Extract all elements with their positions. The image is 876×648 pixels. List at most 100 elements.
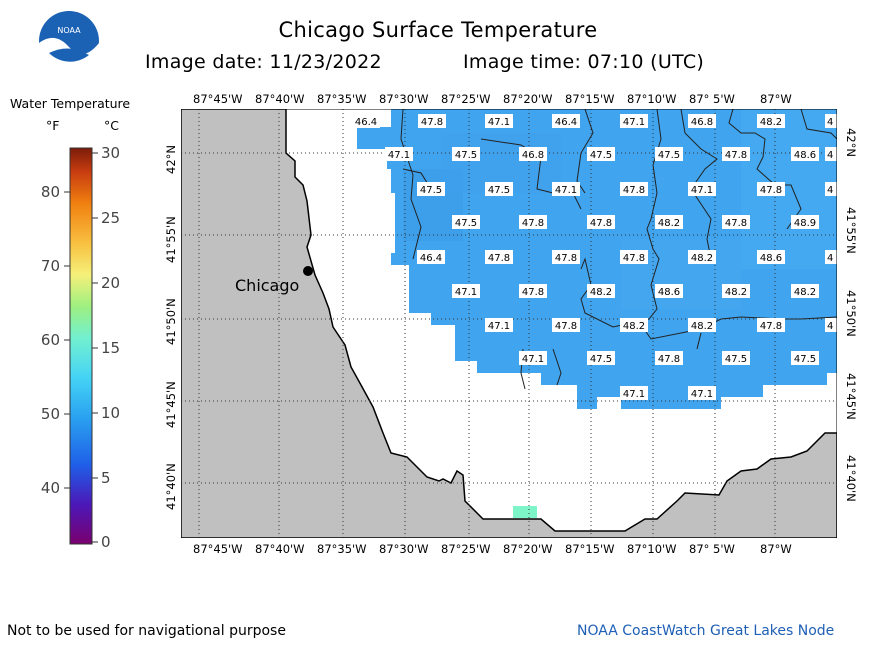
temp-value: 47.1 — [623, 389, 645, 400]
temp-value: 48.2 — [725, 287, 747, 298]
x-axis-label: 87°30'W — [379, 542, 429, 556]
y-axis-label: 42°N — [164, 145, 178, 174]
temp-value: 47.8 — [522, 218, 544, 229]
x-axis-label: 87°15'W — [565, 92, 615, 106]
y-axis-label: 41°40'N — [164, 463, 178, 510]
x-axis-label: 87°40'W — [255, 542, 305, 556]
x-axis-label: 87°25'W — [441, 92, 491, 106]
temp-value: 47.8 — [725, 218, 747, 229]
noaa-coastwatch-link[interactable]: NOAA CoastWatch Great Lakes Node — [577, 623, 835, 639]
logo-text: NOAA — [57, 26, 81, 35]
temp-value: 47.8 — [488, 253, 510, 264]
temp-value: 47.8 — [555, 253, 577, 264]
warm-water-spot — [513, 506, 537, 518]
temp-value: 47.8 — [760, 185, 782, 196]
temp-value: 48.2 — [590, 287, 612, 298]
x-axis-label: 87°15'W — [565, 542, 615, 556]
legend-c-tick: 25 — [101, 209, 121, 227]
temp-value: 48.6 — [658, 287, 680, 298]
x-axis-label: 87°35'W — [317, 542, 367, 556]
image-time: Image time: 07:10 (UTC) — [463, 51, 705, 73]
temp-value: 46.4 — [555, 117, 577, 128]
temp-value: 47.1 — [488, 117, 510, 128]
temp-value: 46.8 — [522, 150, 544, 161]
temp-value: 47.8 — [658, 354, 680, 365]
temp-value: 48.6 — [760, 253, 782, 264]
temp-value: 47.8 — [623, 185, 645, 196]
temp-value: 47.5 — [590, 150, 612, 161]
temp-value: 47.8 — [725, 150, 747, 161]
x-axis-label: 87°10'W — [627, 542, 677, 556]
legend-c-tick: 20 — [101, 274, 121, 292]
legend-c-tick: 5 — [101, 469, 111, 487]
temp-value: 46.8 — [691, 117, 713, 128]
temp-value: 47.5 — [455, 150, 477, 161]
chicago-label: Chicago — [235, 276, 299, 295]
x-axis-label: 87°35'W — [317, 92, 367, 106]
disclaimer-text: Not to be used for navigational purpose — [7, 623, 286, 639]
land-illinois-indiana — [181, 109, 837, 538]
x-axis-label: 87°20'W — [503, 542, 553, 556]
temp-value: 47.8 — [522, 287, 544, 298]
legend-f-tick: 40 — [40, 479, 60, 497]
temp-value: 47.1 — [691, 185, 713, 196]
legend-c-tick: 10 — [101, 404, 121, 422]
temp-value: 4 — [827, 150, 833, 161]
temp-value: 47.5 — [794, 354, 816, 365]
x-axis-label: 87°40'W — [255, 92, 305, 106]
legend-title: Water Temperature — [10, 96, 131, 111]
temp-value: 47.1 — [522, 354, 544, 365]
legend-f-tick: 60 — [40, 331, 60, 349]
x-axis-label: 87° 5'W — [689, 542, 735, 556]
map-panel: 46.4 47.8 47.1 46.4 47.1 46.8 48.2 4 47.… — [181, 109, 837, 538]
legend-f-tick: 70 — [40, 257, 60, 275]
y-axis-label: 41°45'N — [844, 373, 858, 420]
temp-value: 48.6 — [794, 150, 816, 161]
temp-value: 47.1 — [488, 321, 510, 332]
temp-value: 47.1 — [455, 287, 477, 298]
y-axis-label: 41°55'N — [164, 216, 178, 263]
x-axis-label: 87°W — [760, 92, 792, 106]
legend-c-tick: 0 — [101, 533, 111, 551]
temp-value: 47.5 — [658, 150, 680, 161]
temp-value: 47.5 — [420, 185, 442, 196]
temp-value: 47.8 — [421, 117, 443, 128]
temp-value: 47.1 — [691, 389, 713, 400]
temp-value: 47.8 — [555, 321, 577, 332]
x-axis-label: 87°30'W — [379, 92, 429, 106]
temp-value: 47.1 — [555, 185, 577, 196]
temp-value: 47.1 — [388, 150, 410, 161]
legend-c-tick: 30 — [101, 144, 121, 162]
temp-value: 48.2 — [658, 218, 680, 229]
temp-value: 4 — [827, 185, 833, 196]
temp-value: 48.2 — [691, 253, 713, 264]
y-axis-label: 41°45'N — [164, 381, 178, 428]
x-axis-label: 87°10'W — [627, 92, 677, 106]
y-axis-label: 41°50'N — [164, 298, 178, 345]
temp-value: 48.2 — [760, 117, 782, 128]
temperature-labels: 46.4 47.8 47.1 46.4 47.1 46.8 48.2 4 47.… — [352, 114, 837, 400]
legend-unit-c: °C — [104, 118, 119, 133]
color-bar — [64, 147, 98, 545]
chicago-marker[interactable] — [303, 266, 313, 276]
temp-value: 47.5 — [590, 354, 612, 365]
temp-value: 47.8 — [760, 321, 782, 332]
temp-value: 47.5 — [488, 185, 510, 196]
temp-value: 47.8 — [623, 253, 645, 264]
temp-value: 4 — [827, 117, 833, 128]
legend-f-tick: 80 — [40, 183, 60, 201]
page-title: Chicago Surface Temperature — [278, 18, 598, 42]
isotherm-lines — [400, 109, 837, 390]
y-axis-label: 41°40'N — [844, 455, 858, 502]
temp-value: 47.8 — [590, 218, 612, 229]
image-date: Image date: 11/23/2022 — [145, 51, 382, 73]
x-axis-label: 87°45'W — [193, 542, 243, 556]
temp-value: 47.5 — [725, 354, 747, 365]
temp-value: 4 — [827, 321, 833, 332]
temp-value: 46.4 — [355, 117, 377, 128]
y-axis-label: 41°50'N — [844, 290, 858, 337]
x-axis-label: 87° 5'W — [689, 92, 735, 106]
temp-value: 48.2 — [623, 321, 645, 332]
legend-c-tick: 15 — [101, 339, 121, 357]
temp-value: 46.4 — [420, 253, 442, 264]
